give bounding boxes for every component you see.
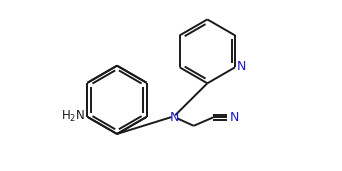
- Text: N: N: [170, 111, 179, 124]
- Text: N: N: [237, 60, 247, 73]
- Text: N: N: [230, 111, 239, 124]
- Text: H$_2$N: H$_2$N: [61, 109, 85, 124]
